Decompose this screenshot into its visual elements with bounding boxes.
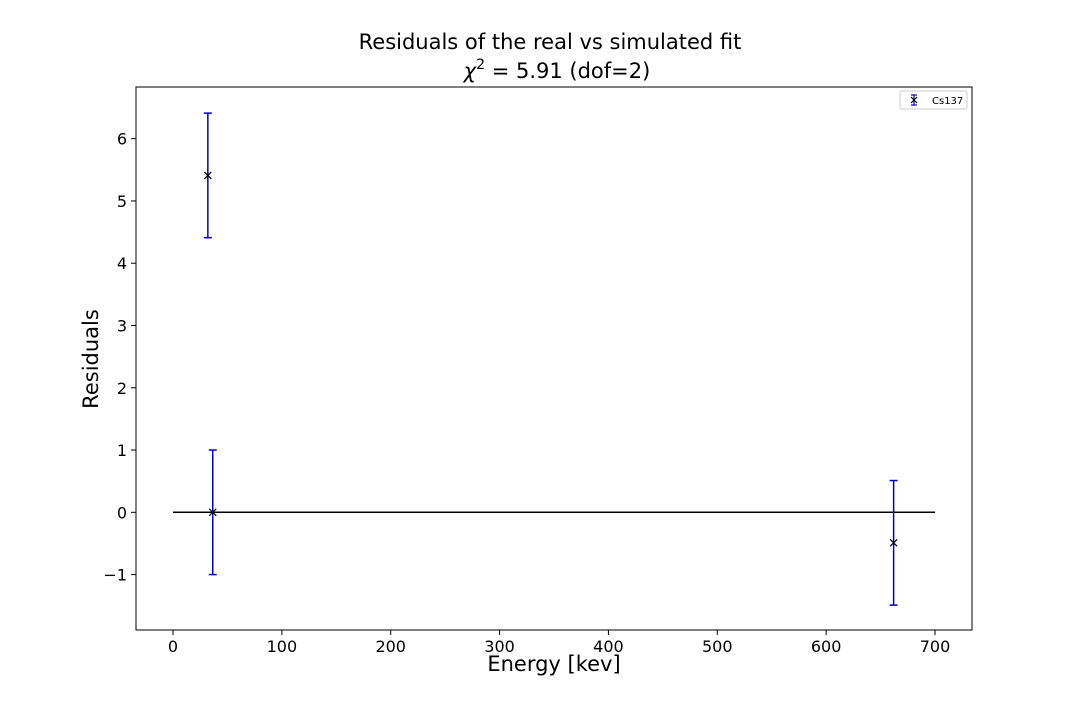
x-tick-label: 0 (168, 637, 178, 656)
x-tick-label: 600 (811, 637, 842, 656)
chi-symbol: χ (463, 59, 478, 83)
y-tick-label: 6 (117, 130, 127, 149)
y-tick-label: 1 (117, 441, 127, 460)
y-tick-label: −1 (103, 566, 127, 585)
x-tick-label: 400 (593, 637, 624, 656)
axes-frame (135, 86, 973, 631)
y-tick-label: 5 (117, 192, 127, 211)
x-marker (889, 538, 898, 547)
x-tick-label: 100 (267, 637, 298, 656)
x-marker (203, 171, 212, 180)
y-tick-label: 2 (117, 379, 127, 398)
legend: Cs137 (899, 90, 968, 110)
chi-exponent: 2 (476, 57, 485, 73)
data-point (208, 449, 217, 576)
chart-title: Residuals of the real vs simulated fit (359, 30, 742, 54)
chart-subtitle: χ2 = 5.91 (dof=2) (463, 57, 651, 83)
y-tick-label: 4 (117, 254, 127, 273)
legend-entry-label: Cs137 (932, 96, 963, 107)
x-tick-label: 300 (484, 637, 515, 656)
y-tick-label: 0 (117, 503, 127, 522)
y-tick-label: 3 (117, 316, 127, 335)
x-tick-label: 500 (702, 637, 733, 656)
y-axis-label: Residuals (79, 309, 103, 409)
data-point (889, 479, 898, 606)
plot-area (173, 112, 935, 606)
legend-x-marker (910, 96, 918, 104)
data-point (203, 112, 212, 239)
x-marker (208, 508, 217, 517)
axes: 0 100 200 300 400 500 600 700 −1 0 1 2 3 4 5 6 (103, 86, 973, 656)
x-tick-label: 200 (375, 637, 406, 656)
x-tick-label: 700 (920, 637, 951, 656)
x-axis-label: Energy [kev] (487, 652, 620, 676)
subtitle-text: = 5.91 (dof=2) (485, 59, 650, 83)
